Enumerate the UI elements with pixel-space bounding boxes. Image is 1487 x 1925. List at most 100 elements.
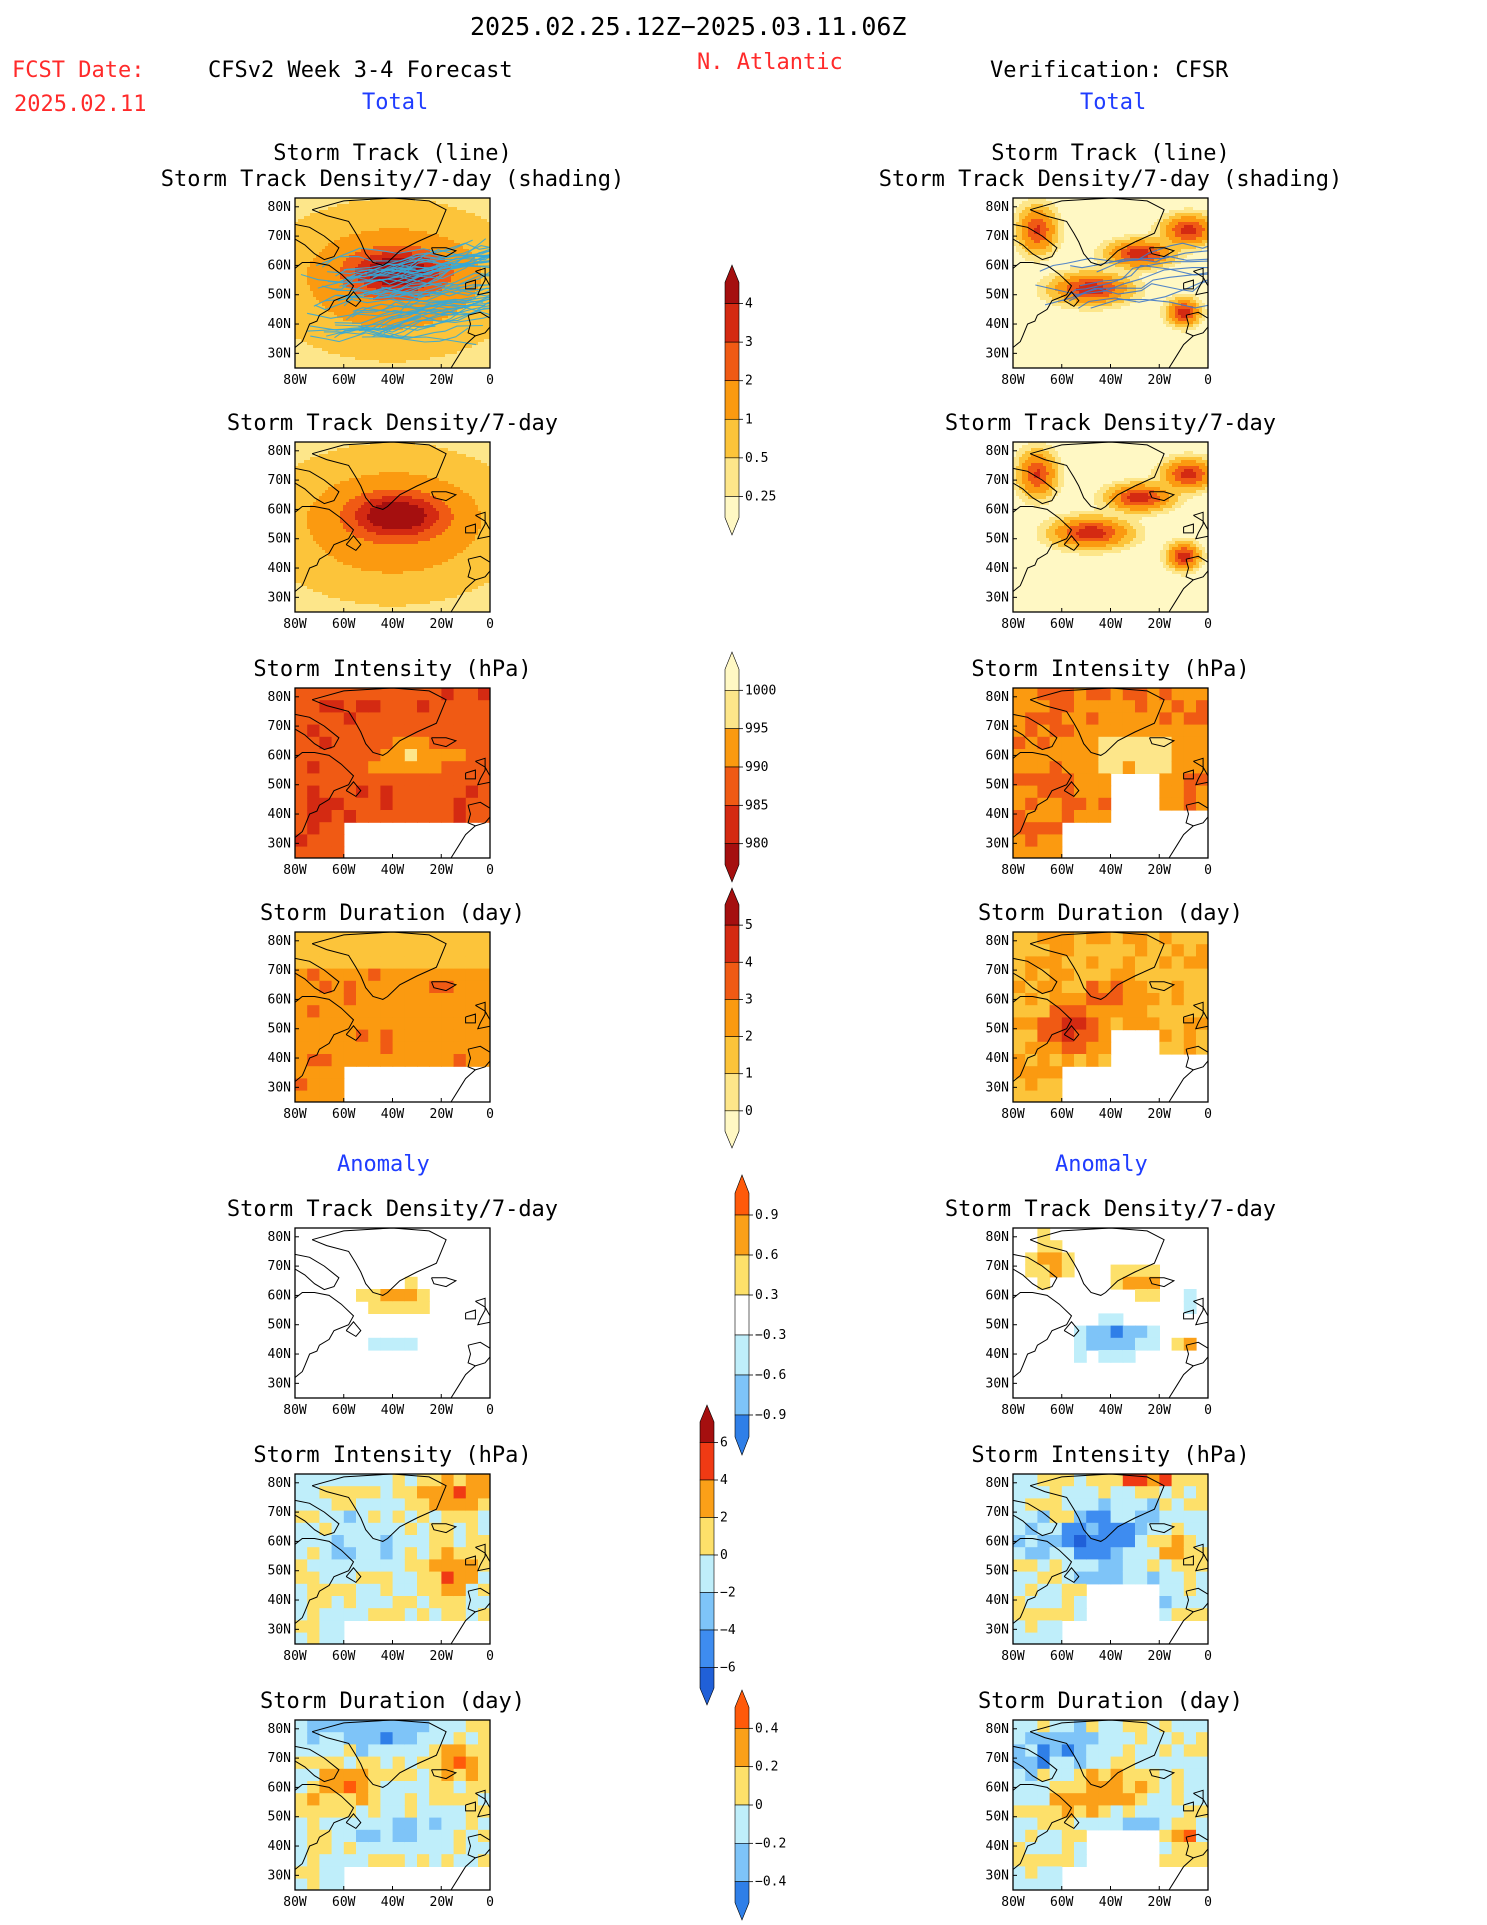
colorbar-density: 4 3 2 1 0.5 0.25 [724, 264, 776, 536]
colorbar-label: 3 [745, 992, 753, 1007]
lat-tick-label: 50N [268, 532, 291, 547]
lat-tick-label: 60N [268, 502, 291, 517]
map-panel-left-5: Storm Track Density/7-day 80N 70N 60N 50N 40N… [227, 1197, 558, 1418]
lat-tick-label: 70N [268, 473, 291, 488]
lat-tick-label: 60N [986, 748, 1009, 763]
lon-tick-label: 40W [381, 1107, 405, 1122]
lon-tick-label: 0 [1204, 1107, 1212, 1122]
lat-tick-label: 80N [268, 934, 291, 949]
section-total-left: Total [362, 90, 429, 115]
lon-tick-label: 40W [1099, 1403, 1123, 1418]
lat-tick-label: 70N [268, 963, 291, 978]
lat-tick-label: 50N [986, 1564, 1009, 1579]
lon-tick-label: 20W [1148, 1649, 1172, 1664]
lat-tick-label: 70N [986, 1505, 1009, 1520]
panel-title: Storm Intensity (hPa) [971, 1443, 1249, 1468]
verification-title: Verification: CFSR [990, 58, 1229, 83]
colorbar-label: 980 [745, 837, 768, 852]
colorbar-label: 0.2 [755, 1760, 778, 1775]
lat-tick-label: 50N [268, 1564, 291, 1579]
lat-tick-label: 60N [268, 258, 291, 273]
panel-title: Storm Track Density/7-day (shading) [879, 167, 1343, 192]
lat-tick-label: 50N [268, 288, 291, 303]
lat-tick-label: 50N [986, 532, 1009, 547]
fcst-date-label: FCST Date: [12, 58, 145, 83]
panel-title: Storm Track Density/7-day [227, 411, 558, 436]
colorbar-label: −0.9 [755, 1408, 786, 1423]
lat-tick-label: 40N [986, 1593, 1009, 1608]
lat-tick-label: 70N [986, 229, 1009, 244]
colorbar-label: −4 [720, 1623, 736, 1638]
colorbar-intensity_anom: 6 4 2 0 −2 −4 −6 [699, 1404, 736, 1706]
colorbar-label: 4 [745, 955, 753, 970]
lat-tick-label: 40N [986, 561, 1009, 576]
lat-tick-label: 80N [268, 1230, 291, 1245]
lat-tick-label: 80N [986, 444, 1009, 459]
lat-tick-label: 30N [268, 1868, 291, 1883]
colorbar-label: 1 [745, 412, 753, 427]
colorbar-label: 0 [745, 1104, 753, 1119]
colorbar-label: −0.3 [755, 1328, 786, 1343]
lat-tick-label: 60N [268, 1288, 291, 1303]
lon-tick-label: 60W [332, 1649, 356, 1664]
colorbar-label: 4 [720, 1473, 728, 1488]
lat-tick-label: 80N [986, 934, 1009, 949]
lon-tick-label: 0 [486, 1107, 494, 1122]
lon-tick-label: 80W [283, 373, 307, 388]
lat-tick-label: 70N [268, 229, 291, 244]
lon-tick-label: 60W [1050, 617, 1074, 632]
panel-title: Storm Track Density/7-day (shading) [161, 167, 625, 192]
lon-tick-label: 20W [1148, 1403, 1172, 1418]
colorbar-duration: 5 4 3 2 1 0 [724, 887, 753, 1149]
map-panel-left-3: Storm Intensity (hPa) 80N 70N 60N 50N 40N 30N 8… [253, 657, 531, 878]
lat-tick-label: 60N [986, 1780, 1009, 1795]
panel-title: Storm Intensity (hPa) [971, 657, 1249, 682]
colorbar-label: 5 [745, 918, 753, 933]
lat-tick-label: 70N [986, 963, 1009, 978]
map-panel-left-4: Storm Duration (day) 80N 70N 60N 50N 40N 30N 80… [260, 901, 525, 1122]
lon-tick-label: 60W [1050, 1649, 1074, 1664]
colorbar-label: −6 [720, 1661, 736, 1676]
panel-title: Storm Intensity (hPa) [253, 1443, 531, 1468]
lon-tick-label: 0 [1204, 1649, 1212, 1664]
lon-tick-label: 60W [332, 373, 356, 388]
lon-tick-label: 40W [381, 1649, 405, 1664]
lon-tick-label: 0 [1204, 617, 1212, 632]
map-panel-right-4: Storm Duration (day) 80N 70N 60N 50N 40N 30N 80… [978, 901, 1243, 1122]
lon-tick-label: 20W [1148, 617, 1172, 632]
lon-tick-label: 40W [1099, 863, 1123, 878]
colorbar-label: 990 [745, 760, 768, 775]
colorbar-label: 0 [755, 1798, 763, 1813]
panel-title: Storm Track (line) [991, 141, 1229, 166]
lat-tick-label: 70N [986, 719, 1009, 734]
lat-tick-label: 60N [986, 992, 1009, 1007]
panel-title: Storm Track (line) [273, 141, 511, 166]
section-anomaly-left: Anomaly [337, 1152, 430, 1177]
lat-tick-label: 30N [268, 836, 291, 851]
lat-tick-label: 50N [268, 1318, 291, 1333]
colorbar-label: 0.25 [745, 489, 776, 504]
colorbar-label: −0.6 [755, 1368, 786, 1383]
lon-tick-label: 80W [283, 617, 307, 632]
lat-tick-label: 80N [986, 200, 1009, 215]
lon-tick-label: 0 [486, 1403, 494, 1418]
lat-tick-label: 50N [268, 1022, 291, 1037]
lat-tick-label: 50N [986, 1022, 1009, 1037]
lon-tick-label: 40W [1099, 617, 1123, 632]
lon-tick-label: 80W [283, 1107, 307, 1122]
lat-tick-label: 60N [986, 1288, 1009, 1303]
lat-tick-label: 80N [986, 1476, 1009, 1491]
lat-tick-label: 80N [268, 1722, 291, 1737]
lat-tick-label: 50N [986, 1318, 1009, 1333]
lat-tick-label: 80N [268, 444, 291, 459]
lat-tick-label: 30N [268, 346, 291, 361]
panel-title: Storm Duration (day) [260, 1689, 525, 1714]
lon-tick-label: 80W [283, 1403, 307, 1418]
lat-tick-label: 50N [986, 288, 1009, 303]
lat-tick-label: 40N [268, 1593, 291, 1608]
lat-tick-label: 40N [268, 807, 291, 822]
lat-tick-label: 60N [268, 1780, 291, 1795]
lat-tick-label: 30N [986, 590, 1009, 605]
lon-tick-label: 20W [430, 1403, 454, 1418]
colorbar-label: 995 [745, 722, 768, 737]
